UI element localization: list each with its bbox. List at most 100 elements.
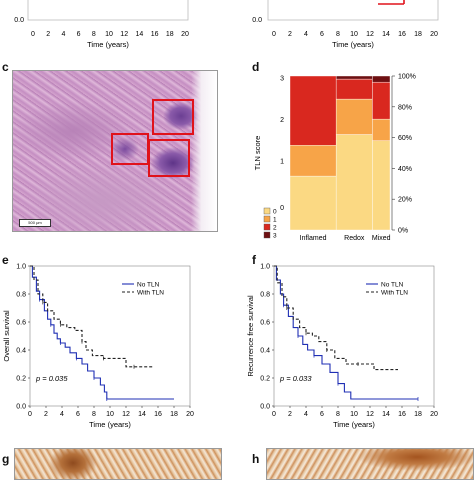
bar-segment-redox-1 xyxy=(335,98,373,135)
legend-label: No TLN xyxy=(381,282,404,289)
overall-survival-km-plot: Overall survival 0.0 0.2 0.4 0.6 0.8 1.0 0 2 4 6 8 1… xyxy=(2,264,194,430)
x-tick-label: 18 xyxy=(170,411,178,418)
x-tick-label: 0 xyxy=(28,411,32,418)
x-tick-label: 12 xyxy=(366,411,374,418)
bar-segment-mixed-1 xyxy=(372,118,391,141)
right-tick-label: 100% xyxy=(398,74,416,81)
top-right-x-label: Time (years) xyxy=(332,40,374,49)
bar-segment-redox-0 xyxy=(335,134,373,231)
y-tick-label: 0.8 xyxy=(16,292,26,299)
legend-swatch-1 xyxy=(263,215,271,223)
right-tick-label: 20% xyxy=(398,197,412,204)
x-axis-label: Time (years) xyxy=(89,420,131,429)
panel-letter-c: c xyxy=(2,60,9,74)
top-right-x-tick-label: 20 xyxy=(430,31,438,38)
scale-bar-label: 500 μm xyxy=(28,220,42,225)
x-tick-label: 2 xyxy=(44,411,48,418)
bar-segment-redox-2 xyxy=(335,78,373,100)
y-axis-label: Overall survival xyxy=(2,310,11,362)
legend-label: 0 xyxy=(273,209,277,216)
top-left-x-tick-label: 6 xyxy=(77,31,81,38)
x-tick-label: 20 xyxy=(430,411,438,418)
top-left-y-tick: 0.0 xyxy=(14,17,24,24)
x-tick-label: 14 xyxy=(138,411,146,418)
top-left-x-tick-label: 2 xyxy=(46,31,50,38)
y-axis-label: TLN score xyxy=(253,136,262,171)
top-left-x-tick-label: 10 xyxy=(105,31,113,38)
panel-letter-d: d xyxy=(252,60,260,74)
top-left-x-tick-label: 14 xyxy=(136,31,144,38)
left-tick-label: 2 xyxy=(280,117,284,124)
y-tick-label: 1.0 xyxy=(16,264,26,271)
x-axis-label: Time (years) xyxy=(333,420,375,429)
x-tick-label: 20 xyxy=(186,411,194,418)
y-tick-label: 0.4 xyxy=(16,348,26,355)
scale-bar: 500 μm xyxy=(19,219,51,227)
x-tick-label: 16 xyxy=(398,411,406,418)
y-tick-label: 0.4 xyxy=(260,348,270,355)
legend-label: No TLN xyxy=(137,282,160,289)
histology-tissue-edge xyxy=(191,71,217,231)
panel-letter-f: f xyxy=(252,253,256,267)
plot-frame xyxy=(29,265,191,407)
right-tick-label: 80% xyxy=(398,104,412,111)
bar-segment-redox-3 xyxy=(335,75,373,80)
x-tick-label: 6 xyxy=(320,411,324,418)
p-value-label: p = 0.035 xyxy=(35,374,68,383)
y-tick-label: 0.0 xyxy=(16,404,26,411)
roi-box-bottom xyxy=(148,139,190,177)
tissue-image-g xyxy=(14,448,222,480)
category-label: Redox xyxy=(344,235,365,242)
survival-curve-with-tln xyxy=(30,265,154,368)
legend-label: 2 xyxy=(273,225,277,232)
top-right-x-tick-label: 2 xyxy=(288,31,292,38)
x-tick-label: 4 xyxy=(60,411,64,418)
x-tick-label: 6 xyxy=(76,411,80,418)
top-right-x-tick-label: 6 xyxy=(320,31,324,38)
top-right-x-tick-label: 4 xyxy=(304,31,308,38)
left-tick-label: 3 xyxy=(280,76,284,83)
x-tick-label: 2 xyxy=(288,411,292,418)
x-tick-label: 10 xyxy=(106,411,114,418)
x-tick-label: 10 xyxy=(350,411,358,418)
left-tick-label: 0 xyxy=(280,205,284,212)
top-left-x-tick-label: 4 xyxy=(61,31,65,38)
x-tick-label: 8 xyxy=(336,411,340,418)
top-right-x-tick-label: 0 xyxy=(272,31,276,38)
recurrence-free-survival-km-plot: Recurrence free survival 0.0 0.2 0.4 0.6 0.8 1… xyxy=(246,264,438,430)
bar-segment-inflamed-2 xyxy=(289,75,337,146)
histology-image: 500 μm xyxy=(12,70,218,232)
y-tick-label: 0.6 xyxy=(260,320,270,327)
y-tick-label: 1.0 xyxy=(260,264,270,271)
top-right-x-tick-label: 14 xyxy=(382,31,390,38)
legend-swatch-2 xyxy=(263,223,271,231)
panel-letter-g: g xyxy=(2,452,10,466)
top-left-x-tick-label: 8 xyxy=(92,31,96,38)
y-tick-label: 0.0 xyxy=(260,404,270,411)
x-tick-label: 0 xyxy=(272,411,276,418)
x-tick-label: 12 xyxy=(122,411,130,418)
x-tick-label: 18 xyxy=(414,411,422,418)
bar-segment-mixed-0 xyxy=(372,140,391,231)
top-left-x-tick-label: 12 xyxy=(120,31,128,38)
tissue-image-h xyxy=(266,448,474,480)
x-tick-label: 16 xyxy=(154,411,162,418)
y-tick-label: 0.2 xyxy=(16,376,26,383)
x-tick-label: 8 xyxy=(92,411,96,418)
right-tick-label: 0% xyxy=(398,228,408,235)
survival-curve-with-tln xyxy=(274,265,398,371)
y-axis-label: Recurrence free survival xyxy=(246,295,255,377)
top-left-partial-plot: 0.0 0 2 4 6 8 10 12 14 16 18 20 Time (years) xyxy=(14,0,189,49)
legend-label: With TLN xyxy=(381,290,408,297)
top-left-x-tick-label: 16 xyxy=(151,31,159,38)
panel-letter-e: e xyxy=(2,253,9,267)
y-tick-label: 0.8 xyxy=(260,292,270,299)
bar-segment-inflamed-0 xyxy=(289,175,337,231)
bar-segment-inflamed-1 xyxy=(289,145,337,177)
top-right-x-tick-label: 16 xyxy=(398,31,406,38)
top-left-x-tick-label: 0 xyxy=(31,31,35,38)
category-label: Inflamed xyxy=(300,235,327,242)
